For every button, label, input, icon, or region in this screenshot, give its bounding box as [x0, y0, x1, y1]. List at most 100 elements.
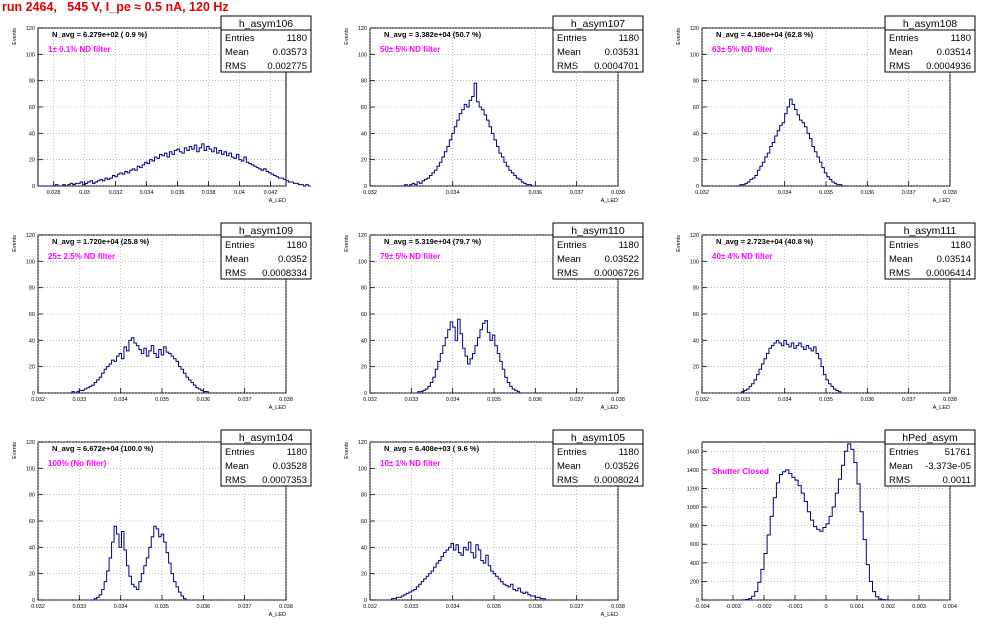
stats-key: Mean: [557, 254, 581, 265]
histogram-bin: [124, 550, 126, 600]
histogram-bin: [87, 388, 89, 393]
histogram-bin: [409, 592, 411, 600]
histogram-bin: [752, 178, 754, 186]
histogram-bin: [97, 597, 99, 600]
histogram-bin: [750, 179, 752, 186]
y-tick-label: 120: [26, 26, 35, 32]
histogram-bin: [501, 582, 503, 600]
histogram-bin: [502, 369, 504, 393]
x-tick-label: 0.034: [446, 190, 460, 196]
histogram-bin: [77, 392, 79, 393]
histogram-bin: [492, 335, 494, 393]
histogram-bin: [774, 343, 776, 393]
x-tick-label: 0: [824, 604, 827, 610]
histogram-bin: [480, 330, 482, 393]
histogram-bin: [771, 346, 773, 393]
histogram-bin: [491, 571, 493, 600]
x-tick-label: 0.034: [140, 190, 154, 196]
histogram-bin: [755, 175, 757, 186]
histogram-bin: [757, 170, 759, 186]
histogram-bin: [174, 359, 176, 393]
histogram-bin: [281, 178, 283, 186]
histogram-bin: [501, 157, 503, 186]
histogram-bin: [89, 386, 91, 393]
x-tick-label: 0.032: [695, 397, 709, 403]
histogram-bin: [453, 550, 455, 600]
histogram-bin: [785, 114, 787, 186]
histogram-bin: [399, 597, 401, 600]
histogram-bin: [835, 493, 838, 600]
x-tick-label: 0.037: [570, 604, 584, 610]
histogram-bin: [523, 593, 525, 600]
histogram-bin: [169, 563, 171, 600]
histogram-bin: [438, 361, 440, 393]
histogram-bin: [442, 157, 444, 186]
histogram-bin: [160, 154, 162, 186]
histogram-bin: [745, 183, 747, 186]
x-tick-label: 0.036: [528, 190, 542, 196]
histogram-bin: [477, 338, 479, 393]
stats-value: 1180: [287, 447, 307, 458]
stats-key: Entries: [557, 240, 587, 251]
histogram-bin: [146, 558, 148, 600]
histogram-bin: [459, 114, 461, 186]
histogram-bin: [196, 388, 198, 393]
y-tick-label: 60: [361, 519, 367, 525]
histogram-bin: [114, 361, 116, 393]
histogram-bin: [854, 462, 857, 600]
histogram-bin: [449, 140, 451, 186]
histogram-bin: [97, 380, 99, 393]
histogram-bin: [98, 181, 100, 186]
x-tick-label: 0.033: [72, 604, 86, 610]
histogram-bin: [498, 579, 500, 600]
histogram-bin: [458, 553, 460, 600]
histogram-bin: [780, 475, 783, 600]
histogram-bin: [102, 373, 104, 393]
y-tick-label: 80: [361, 493, 367, 499]
histogram-bin: [790, 99, 792, 186]
histogram-bin: [140, 168, 142, 186]
histogram-bin: [782, 123, 784, 186]
histogram-bin: [837, 185, 839, 186]
histogram-bin: [169, 152, 171, 186]
stats-value: 0.03531: [605, 47, 639, 58]
histogram-bin: [479, 107, 481, 186]
x-tick-label: 0.037: [902, 190, 916, 196]
histogram-bin: [524, 183, 526, 186]
histogram-bin: [504, 162, 506, 186]
x-axis-label: A_LED: [269, 612, 286, 618]
stats-key: RMS: [225, 268, 246, 279]
stats-value: 0.03522: [605, 254, 639, 265]
x-tick-label: 0.004: [943, 604, 957, 610]
histogram-bin: [503, 584, 505, 600]
x-tick-label: 0.034: [114, 397, 128, 403]
histogram-bin: [288, 182, 290, 186]
histogram-bin: [241, 161, 243, 186]
y-tick-label: 20: [361, 158, 367, 164]
histogram-bin: [244, 157, 246, 186]
stats-key: RMS: [557, 268, 578, 279]
histogram-bin: [206, 392, 208, 393]
histogram-bin: [860, 512, 863, 600]
y-tick-label: 400: [690, 561, 699, 567]
y-tick-label: 40: [693, 338, 699, 344]
histogram-bin: [473, 354, 475, 394]
x-tick-label: 0.034: [778, 190, 792, 196]
histogram-bin: [777, 131, 779, 186]
histogram-bin: [538, 597, 540, 600]
histogram-bin: [816, 354, 818, 394]
histogram-bin: [802, 123, 804, 186]
histogram-bin: [423, 390, 425, 393]
y-tick-label: 60: [29, 519, 35, 525]
histogram-bin: [212, 152, 214, 186]
histogram-bin: [473, 558, 475, 600]
y-tick-label: 40: [29, 131, 35, 137]
x-tick-label: 0.034: [778, 397, 792, 403]
histogram-bin: [525, 592, 527, 600]
histogram-bin: [789, 347, 791, 393]
histogram-bin: [259, 169, 261, 186]
y-tick-label: 200: [690, 579, 699, 585]
x-tick-label: 0.038: [611, 604, 625, 610]
y-tick-label: 120: [26, 233, 35, 239]
